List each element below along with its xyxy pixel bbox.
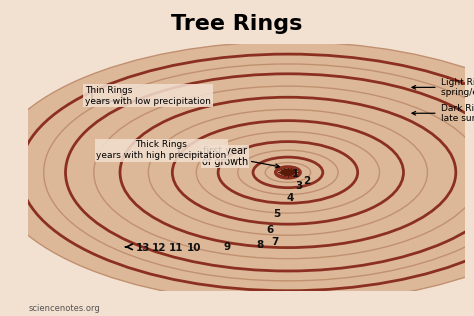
Text: 10: 10 xyxy=(187,243,201,252)
Text: 5: 5 xyxy=(273,209,281,219)
Text: Light Ring
spring/early summer: Light Ring spring/early summer xyxy=(412,78,474,97)
Ellipse shape xyxy=(173,121,403,224)
Text: sciencenotes.org: sciencenotes.org xyxy=(28,304,100,313)
Ellipse shape xyxy=(218,142,358,203)
Ellipse shape xyxy=(148,110,428,235)
Text: 4: 4 xyxy=(286,192,294,203)
Ellipse shape xyxy=(0,42,474,303)
Ellipse shape xyxy=(265,162,310,182)
Ellipse shape xyxy=(196,132,380,213)
Text: 2: 2 xyxy=(303,176,310,185)
Ellipse shape xyxy=(120,97,456,248)
Text: first year
of growth: first year of growth xyxy=(201,146,280,168)
Text: Tree Rings: Tree Rings xyxy=(171,14,303,34)
Text: 7: 7 xyxy=(271,237,279,247)
Text: 9: 9 xyxy=(223,242,230,252)
Ellipse shape xyxy=(44,64,474,281)
Text: 1: 1 xyxy=(292,169,299,179)
Text: 8: 8 xyxy=(256,240,263,250)
Text: Dark Ring
late summer/fall: Dark Ring late summer/fall xyxy=(412,104,474,123)
Ellipse shape xyxy=(276,167,300,178)
Ellipse shape xyxy=(253,157,323,188)
Text: 6: 6 xyxy=(266,225,273,234)
Text: 13: 13 xyxy=(136,243,150,252)
Ellipse shape xyxy=(238,150,338,195)
Ellipse shape xyxy=(281,169,295,175)
Text: 3: 3 xyxy=(295,181,302,191)
Text: 11: 11 xyxy=(169,243,183,252)
Text: Thin Rings
years with low precipitation: Thin Rings years with low precipitation xyxy=(85,86,211,106)
Ellipse shape xyxy=(65,74,474,271)
Ellipse shape xyxy=(94,86,474,259)
Text: Thick Rings
years with high precipitation: Thick Rings years with high precipitatio… xyxy=(96,140,227,160)
Text: 12: 12 xyxy=(152,243,166,252)
Ellipse shape xyxy=(20,54,474,291)
